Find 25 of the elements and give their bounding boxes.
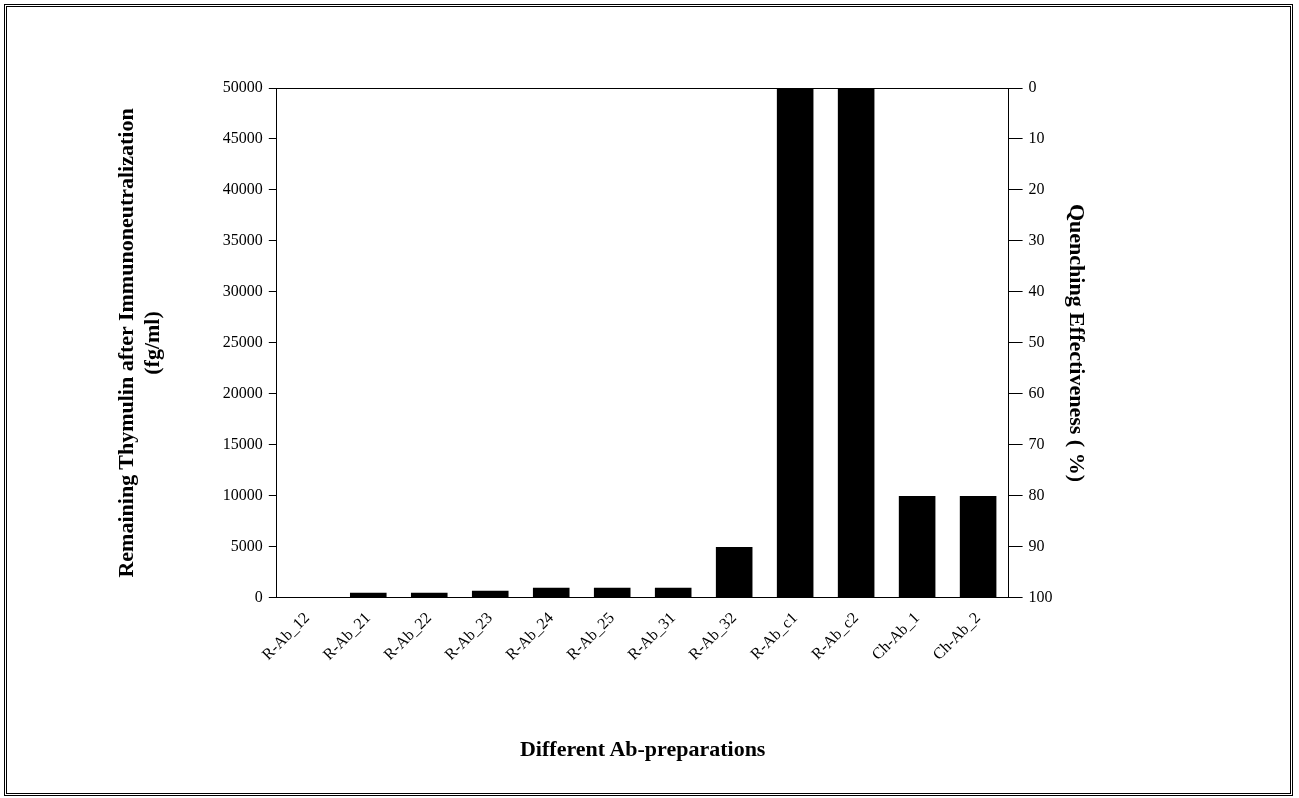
y-tick-label: 45000 (222, 129, 263, 147)
y2-tick-label: 80 (1028, 486, 1045, 504)
y2-tick-label: 0 (1028, 78, 1037, 96)
y2-tick-label: 70 (1028, 435, 1045, 453)
y2-tick-label: 20 (1028, 180, 1045, 198)
y2-tick-label: 40 (1028, 282, 1045, 300)
y2-tick-label: 10 (1028, 129, 1045, 147)
y-tick-label: 0 (254, 588, 263, 606)
y-tick-label: 20000 (222, 384, 263, 402)
y2-tick-label: 50 (1028, 333, 1045, 351)
y-tick-label: 35000 (222, 231, 263, 249)
y-tick-label: 25000 (222, 333, 263, 351)
x-axis-title: Different Ab-preparations (519, 736, 766, 762)
y2-tick-label: 30 (1028, 231, 1045, 249)
y-axis-title: Remaining Thymulin after Immunoneutralization (fg/ml) (112, 108, 165, 578)
y-tick-label: 30000 (222, 282, 263, 300)
y-tick-label: 50000 (222, 78, 263, 96)
y2-axis-title: Quenching Effectiveness ( %) (1065, 203, 1091, 482)
y-tick-label: 15000 (222, 435, 263, 453)
y2-tick-label: 90 (1028, 537, 1045, 555)
y-tick-label: 10000 (222, 486, 263, 504)
y-tick-label: 40000 (222, 180, 263, 198)
y-tick-label: 5000 (230, 537, 263, 555)
y2-tick-label: 100 (1028, 588, 1053, 606)
y2-tick-label: 60 (1028, 384, 1045, 402)
